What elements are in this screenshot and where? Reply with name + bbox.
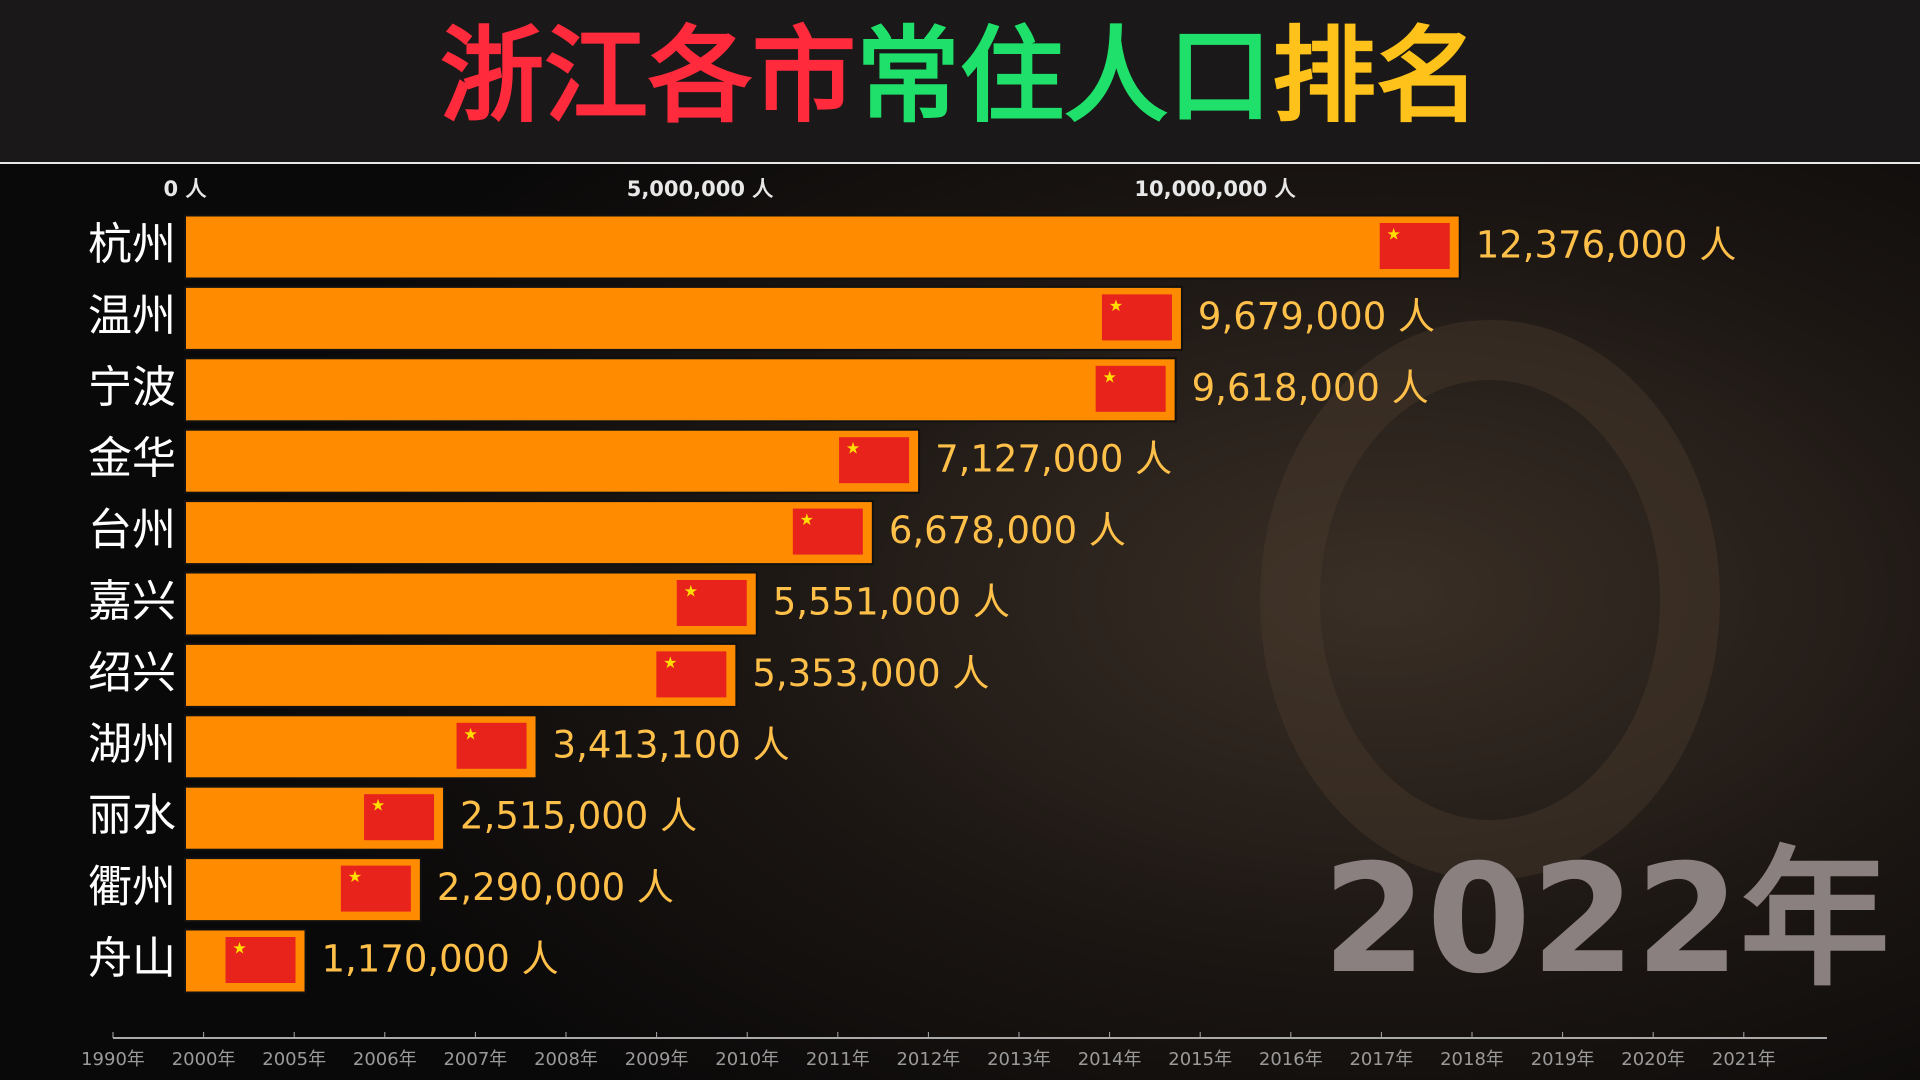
timeline-label: 2011年 bbox=[806, 1049, 870, 1070]
flag bbox=[1101, 294, 1172, 341]
category-label: 金华 bbox=[88, 433, 176, 484]
bar bbox=[184, 357, 1177, 423]
value-label: 5,353,000 人 bbox=[752, 652, 989, 695]
x-tick-label: 10,000,000 人 bbox=[1134, 177, 1295, 201]
flag bbox=[1095, 365, 1166, 412]
flag-star: ★ bbox=[232, 939, 246, 958]
value-label: 2,290,000 人 bbox=[437, 866, 674, 909]
bar bbox=[184, 500, 874, 566]
bar bbox=[184, 571, 758, 637]
category-label: 湖州 bbox=[88, 719, 176, 770]
chart-title: 浙江各市常住人口排名 bbox=[440, 15, 1480, 137]
title-part: 常住人口 bbox=[856, 15, 1272, 137]
timeline-label: 2017年 bbox=[1349, 1049, 1413, 1070]
title-part: 排名 bbox=[1272, 15, 1480, 137]
value-label: 5,551,000 人 bbox=[773, 581, 1010, 624]
flag-star: ★ bbox=[348, 867, 362, 886]
bar bbox=[184, 642, 738, 708]
bar bbox=[184, 285, 1183, 351]
value-label: 7,127,000 人 bbox=[935, 438, 1172, 481]
value-label: 9,679,000 人 bbox=[1198, 295, 1435, 338]
category-label: 绍兴 bbox=[88, 647, 176, 698]
category-label: 温州 bbox=[88, 290, 176, 341]
flag bbox=[456, 722, 527, 769]
flag-star: ★ bbox=[846, 439, 860, 458]
timeline-label: 2008年 bbox=[534, 1049, 598, 1070]
category-label: 衢州 bbox=[88, 862, 176, 913]
timeline-label: 2012年 bbox=[896, 1049, 960, 1070]
flag bbox=[225, 937, 296, 983]
category-label: 丽水 bbox=[88, 790, 176, 841]
flag bbox=[792, 508, 863, 555]
value-label: 6,678,000 人 bbox=[889, 509, 1126, 552]
bar bbox=[184, 214, 1461, 280]
timeline-label: 2010年 bbox=[715, 1049, 779, 1070]
x-tick-label: 0 人 bbox=[164, 177, 207, 201]
timeline-label: 2005年 bbox=[262, 1049, 326, 1070]
header-band bbox=[0, 0, 1920, 162]
timeline-label: 2000年 bbox=[172, 1049, 236, 1070]
flag bbox=[676, 580, 747, 626]
timeline-label: 2014年 bbox=[1078, 1049, 1142, 1070]
value-label: 12,376,000 人 bbox=[1476, 224, 1737, 267]
title-part: 浙江各市 bbox=[440, 15, 856, 137]
timeline-label: 2016年 bbox=[1259, 1049, 1323, 1070]
flag-star: ★ bbox=[1387, 225, 1401, 244]
x-tick-label: 5,000,000 人 bbox=[627, 177, 774, 201]
flag-star: ★ bbox=[800, 510, 814, 529]
flag bbox=[364, 794, 435, 841]
value-label: 3,413,100 人 bbox=[553, 723, 790, 766]
flag-star: ★ bbox=[684, 582, 698, 601]
timeline-label: 2018年 bbox=[1440, 1049, 1504, 1070]
value-label: 1,170,000 人 bbox=[322, 938, 559, 981]
background-decoration bbox=[1260, 320, 1720, 880]
flag-star: ★ bbox=[371, 796, 385, 815]
timeline-label: 2015年 bbox=[1168, 1049, 1232, 1070]
timeline-label: 2009年 bbox=[625, 1049, 689, 1070]
flag-star: ★ bbox=[1109, 296, 1123, 315]
flag bbox=[340, 865, 411, 912]
flag bbox=[656, 651, 727, 698]
value-label: 9,618,000 人 bbox=[1192, 366, 1429, 409]
timeline-label: 2007年 bbox=[443, 1049, 507, 1070]
timeline-label: 1990年 bbox=[81, 1049, 145, 1070]
category-label: 舟山 bbox=[88, 933, 176, 984]
flag-star: ★ bbox=[463, 724, 477, 743]
bar bbox=[184, 428, 921, 494]
timeline-label: 2020年 bbox=[1621, 1049, 1685, 1070]
flag bbox=[839, 437, 910, 484]
flag-star: ★ bbox=[663, 653, 677, 672]
timeline-label: 2019年 bbox=[1531, 1049, 1595, 1070]
category-label: 宁波 bbox=[88, 362, 176, 413]
category-label: 杭州 bbox=[88, 219, 176, 270]
category-label: 台州 bbox=[88, 505, 176, 556]
timeline-label: 2021年 bbox=[1712, 1049, 1776, 1070]
value-label: 2,515,000 人 bbox=[460, 795, 697, 838]
flag bbox=[1379, 223, 1450, 269]
timeline-label: 2006年 bbox=[353, 1049, 417, 1070]
category-label: 嘉兴 bbox=[88, 576, 176, 627]
flag-star: ★ bbox=[1102, 367, 1116, 386]
timeline-label: 2013年 bbox=[987, 1049, 1051, 1070]
year-label: 2022年 bbox=[1322, 833, 1889, 1007]
